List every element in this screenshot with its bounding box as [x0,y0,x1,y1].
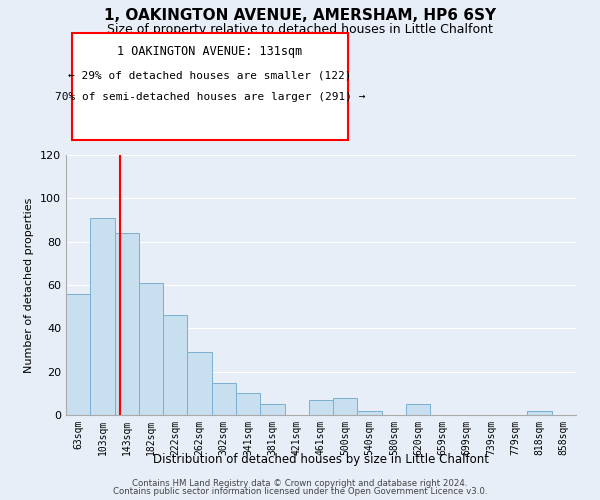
Text: 1 OAKINGTON AVENUE: 131sqm: 1 OAKINGTON AVENUE: 131sqm [118,45,302,58]
Text: Contains public sector information licensed under the Open Government Licence v3: Contains public sector information licen… [113,487,487,496]
Text: Size of property relative to detached houses in Little Chalfont: Size of property relative to detached ho… [107,22,493,36]
Bar [115,233,139,415]
Bar [187,352,212,415]
Y-axis label: Number of detached properties: Number of detached properties [25,198,34,372]
Text: ← 29% of detached houses are smaller (122): ← 29% of detached houses are smaller (12… [68,70,352,80]
Text: Distribution of detached houses by size in Little Chalfont: Distribution of detached houses by size … [153,452,489,466]
Text: 70% of semi-detached houses are larger (291) →: 70% of semi-detached houses are larger (… [55,92,365,102]
Bar [212,382,236,415]
Bar [90,218,115,415]
Bar [236,394,260,415]
Bar [358,410,382,415]
Bar [333,398,358,415]
Text: Contains HM Land Registry data © Crown copyright and database right 2024.: Contains HM Land Registry data © Crown c… [132,478,468,488]
Bar [139,283,163,415]
Bar [163,316,187,415]
Bar [260,404,284,415]
Bar [527,410,552,415]
Bar [406,404,430,415]
Bar [66,294,90,415]
Bar [309,400,333,415]
Text: 1, OAKINGTON AVENUE, AMERSHAM, HP6 6SY: 1, OAKINGTON AVENUE, AMERSHAM, HP6 6SY [104,8,496,22]
